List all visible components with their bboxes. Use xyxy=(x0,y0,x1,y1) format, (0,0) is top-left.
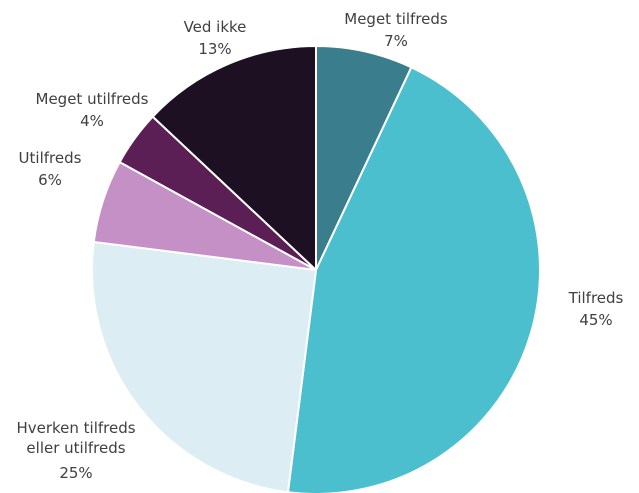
pie-slice xyxy=(91,240,318,493)
slice-label: Utilfreds xyxy=(19,149,82,167)
pie-slice xyxy=(151,44,317,273)
slice-label: Meget utilfreds xyxy=(36,90,149,108)
slice-value-label: 25% xyxy=(59,464,92,482)
slice-value-label: 7% xyxy=(384,32,408,50)
pie-slices xyxy=(91,44,541,493)
slice-value-label: 13% xyxy=(198,40,231,58)
slice-value-label: 4% xyxy=(80,112,104,130)
slice-label: Ved ikke xyxy=(184,18,247,36)
pie-labels: Meget tilfreds 7% Tilfreds 45% Hverken tilfr… xyxy=(16,10,623,482)
slice-value-label: 45% xyxy=(579,311,612,329)
slice-label: Meget tilfreds xyxy=(344,10,448,28)
slice-value-label: 6% xyxy=(38,171,62,189)
pie-slice xyxy=(286,65,541,493)
slice-label: Hverken tilfreds eller utilfreds xyxy=(16,419,135,457)
slice-label: Tilfreds xyxy=(568,289,624,307)
